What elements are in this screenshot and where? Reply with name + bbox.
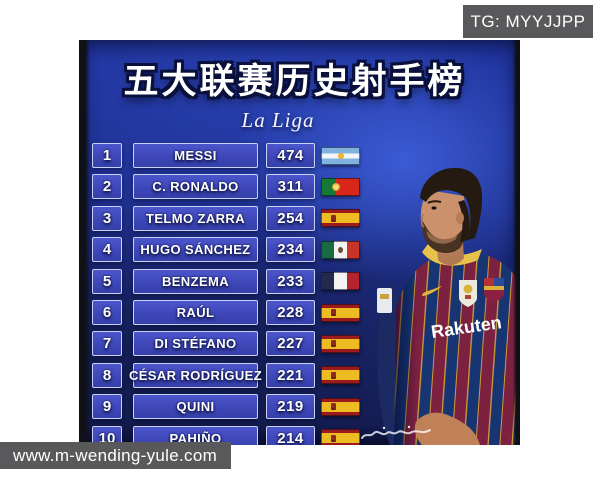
- goals-cell: 234: [266, 237, 315, 263]
- player-cell: QUINI: [133, 394, 258, 420]
- barcelona-crest-icon: [484, 278, 504, 302]
- rank-cell: 4: [92, 237, 122, 263]
- table-row: 8 CÉSAR RODRÍGUEZ 221: [79, 362, 520, 388]
- goals-cell: 254: [266, 205, 315, 231]
- table-row: 3 TELMO ZARRA 254: [79, 205, 520, 231]
- table-row: 6 RAÚL 228: [79, 300, 520, 325]
- flag-portugal-icon: [321, 177, 360, 196]
- player-cell: RAÚL: [133, 300, 258, 325]
- rank-cell: 7: [92, 331, 122, 357]
- flag-spain-icon: [321, 334, 360, 353]
- signature-watermark: [361, 425, 431, 439]
- rank-cell: 9: [92, 394, 122, 420]
- goals-cell: 228: [266, 300, 315, 325]
- player-cell: HUGO SÁNCHEZ: [133, 237, 258, 263]
- player-cell: C. RONALDO: [133, 174, 258, 200]
- table-row: 1 MESSI 474: [79, 143, 520, 168]
- goals-cell: 221: [266, 362, 315, 388]
- goals-cell: 311: [266, 174, 315, 200]
- flag-spain-icon: [321, 366, 360, 385]
- poster-left-edge: [79, 40, 90, 445]
- flag-mexico-icon: [321, 240, 360, 259]
- player-cell: PAHIÑO: [133, 425, 258, 445]
- table-row: 7 DI STÉFANO 227: [79, 331, 520, 357]
- flag-spain-icon: [321, 429, 360, 445]
- player-cell: MESSI: [133, 143, 258, 168]
- player-cell: DI STÉFANO: [133, 331, 258, 357]
- laliga-topscorers-poster: 五大联赛历史射手榜 La Liga 1 MESSI 474 2 C. RONALDO 31…: [79, 40, 520, 445]
- flag-spain-icon: [321, 209, 360, 228]
- rank-cell: 3: [92, 205, 122, 231]
- player-cell: BENZEMA: [133, 268, 258, 294]
- telegram-watermark-badge: TG: MYYJJPP: [463, 5, 593, 38]
- rank-cell: 2: [92, 174, 122, 200]
- messi-photo: Rakuten: [377, 167, 520, 445]
- rank-cell: 5: [92, 268, 122, 294]
- player-cell: TELMO ZARRA: [133, 205, 258, 231]
- table-row: 2 C. RONALDO 311: [79, 174, 520, 200]
- messi-hair: [420, 167, 483, 240]
- player-cell: CÉSAR RODRÍGUEZ: [129, 362, 262, 388]
- table-row: 5 BENZEMA 233: [79, 268, 520, 294]
- jersey-collar: [422, 244, 482, 266]
- flag-argentina-icon: [321, 146, 360, 165]
- flag-spain-icon: [321, 303, 360, 322]
- leaderboard-rows: 1 MESSI 474 2 C. RONALDO 311 3 TELMO ZARRA 254 4 H…: [79, 40, 520, 445]
- goals-cell: 474: [266, 143, 315, 168]
- goals-cell: 227: [266, 331, 315, 357]
- rank-cell: 10: [92, 425, 122, 445]
- goals-cell: 233: [266, 268, 315, 294]
- goals-cell: 219: [266, 394, 315, 420]
- league-subtitle: La Liga: [241, 108, 315, 132]
- messi-beard: [421, 220, 466, 254]
- table-row: 9 QUINI 219: [79, 394, 520, 420]
- poster-right-edge: [513, 40, 520, 445]
- messi-hand: [414, 412, 480, 445]
- website-watermark-badge: www.m-wending-yule.com: [0, 442, 231, 469]
- rank-cell: 6: [92, 300, 122, 325]
- table-row: 4 HUGO SÁNCHEZ 234: [79, 237, 520, 263]
- flag-spain-icon: [321, 397, 360, 416]
- poster-title: 五大联赛历史射手榜: [123, 62, 466, 101]
- rank-cell: 8: [92, 362, 122, 388]
- rank-cell: 1: [92, 143, 122, 168]
- table-row: 10 PAHIÑO 214: [79, 425, 520, 445]
- nike-swoosh-icon: [422, 286, 442, 296]
- flag-france-icon: [321, 272, 360, 291]
- goals-cell: 214: [266, 425, 315, 445]
- supercopa-badge-icon: [459, 280, 477, 307]
